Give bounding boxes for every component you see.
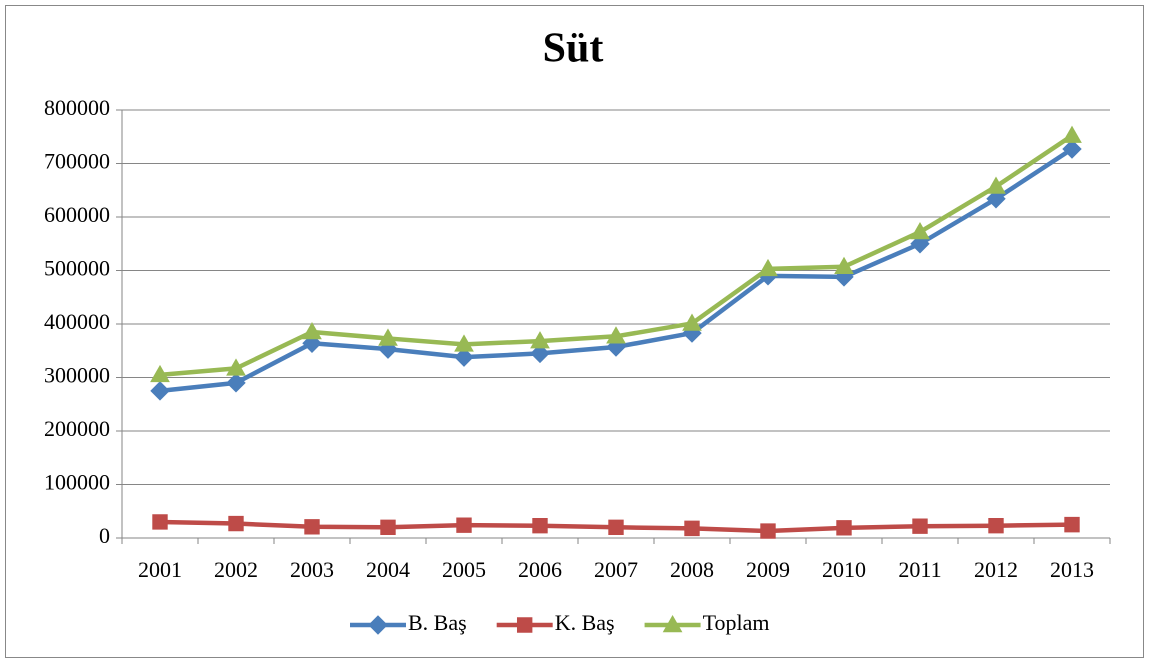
x-tick-label: 2010 (822, 557, 866, 582)
marker (228, 515, 244, 532)
marker (912, 518, 928, 534)
x-tick-label: 2004 (366, 557, 410, 582)
marker (1062, 125, 1082, 143)
y-tick-label: 600000 (44, 202, 110, 227)
marker (456, 517, 472, 533)
marker (988, 517, 1004, 534)
marker (1064, 516, 1080, 533)
marker (986, 189, 1006, 209)
marker (532, 517, 548, 534)
marker (834, 256, 854, 275)
marker (836, 520, 852, 536)
marker (910, 221, 930, 240)
x-tick-label: 2011 (898, 557, 941, 582)
marker (760, 523, 776, 539)
x-tick-label: 2006 (518, 557, 562, 582)
marker (986, 176, 1006, 194)
x-tick-label: 2007 (594, 557, 638, 582)
y-tick-label: 700000 (44, 149, 110, 174)
marker (758, 258, 778, 277)
marker (150, 364, 170, 383)
x-tick-label: 2008 (670, 557, 714, 582)
y-tick-label: 800000 (44, 95, 110, 120)
x-tick-label: 2003 (290, 557, 334, 582)
marker (684, 520, 700, 537)
marker (304, 519, 320, 535)
marker (454, 334, 474, 352)
marker (608, 519, 624, 535)
marker (530, 331, 550, 349)
x-tick-label: 2009 (746, 557, 790, 582)
marker (302, 322, 322, 340)
marker (530, 343, 550, 364)
marker (378, 328, 398, 346)
marker (606, 326, 626, 344)
x-tick-label: 2005 (442, 557, 486, 582)
marker (662, 614, 683, 633)
marker (454, 347, 474, 367)
y-tick-label: 300000 (44, 363, 110, 388)
marker (682, 313, 702, 331)
y-tick-label: 200000 (44, 416, 110, 441)
marker (1062, 139, 1082, 159)
marker (150, 381, 170, 401)
legend-label: B. Baş (408, 610, 467, 635)
marker (910, 234, 930, 254)
x-tick-label: 2002 (214, 557, 258, 582)
chart-border (5, 5, 1144, 658)
marker (516, 617, 533, 633)
marker (368, 615, 388, 635)
marker (152, 514, 168, 530)
y-tick-label: 100000 (44, 470, 110, 495)
y-tick-label: 400000 (44, 309, 110, 334)
chart-title: Süt (543, 26, 604, 72)
y-tick-label: 500000 (44, 256, 110, 281)
legend-label: K. Baş (555, 610, 615, 635)
marker (226, 373, 246, 393)
marker (380, 519, 396, 535)
x-tick-label: 2012 (974, 557, 1018, 582)
x-tick-label: 2013 (1050, 557, 1094, 582)
legend-label: Toplam (703, 610, 770, 635)
y-tick-label: 0 (99, 523, 110, 548)
marker (226, 358, 246, 376)
x-tick-label: 2001 (138, 557, 182, 582)
